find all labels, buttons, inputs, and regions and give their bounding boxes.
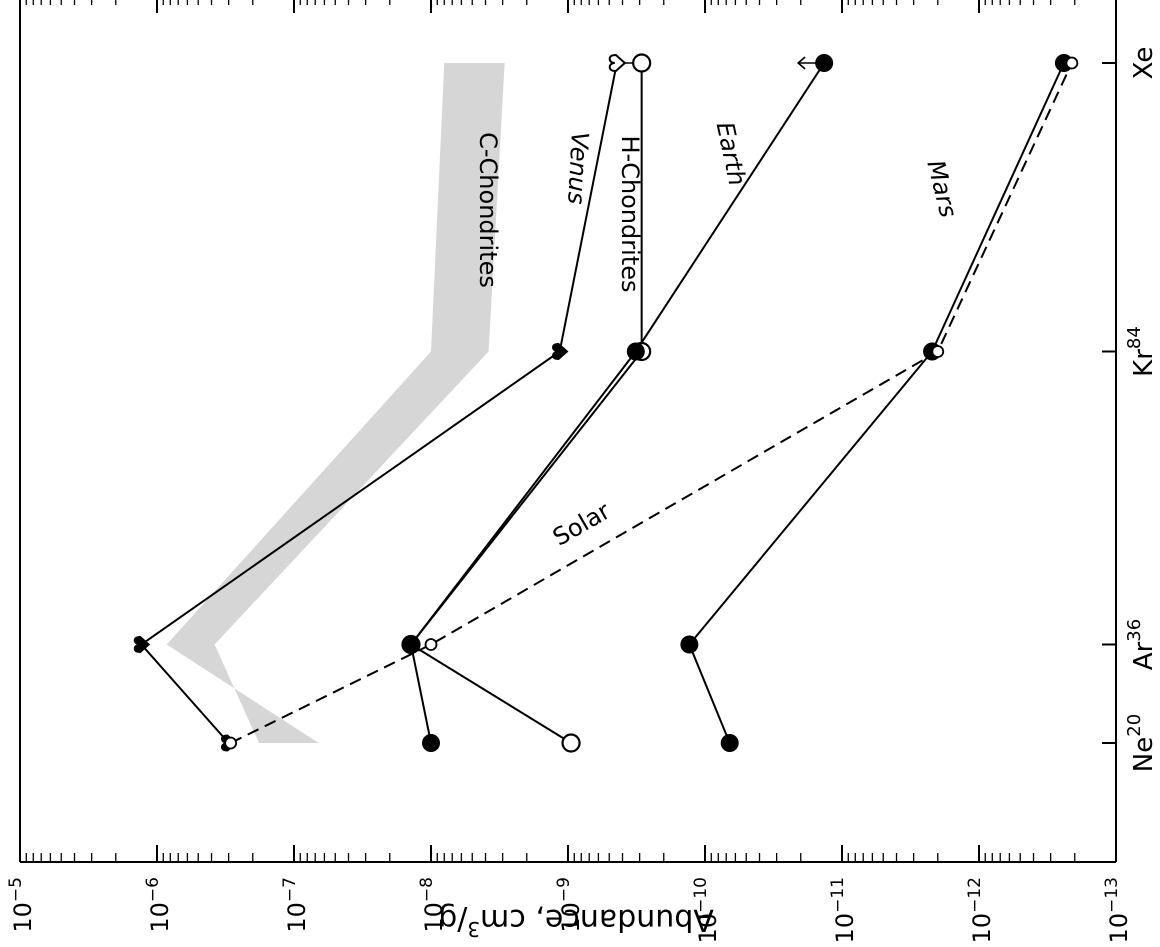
data-point <box>424 638 438 651</box>
upper-limit-arrowhead <box>796 56 806 70</box>
data-point <box>931 345 945 358</box>
y-tick-label: 10−7 <box>280 877 311 933</box>
series-label-earth: Earth <box>711 119 752 188</box>
data-point <box>224 736 238 750</box>
y-tick-label: 10−9 <box>554 877 585 933</box>
data-point <box>720 734 739 752</box>
category-label-ne: Ne20 <box>1124 714 1159 772</box>
series-line <box>409 62 825 744</box>
data-point <box>552 343 569 361</box>
y-tick-label: 10−13 <box>1102 877 1133 943</box>
band-layer <box>166 63 505 743</box>
series-earth <box>401 54 834 752</box>
series-line <box>139 62 618 744</box>
y-tick-label: 10−11 <box>828 877 859 943</box>
data-point <box>815 54 834 72</box>
series-h-chondrites <box>401 53 652 753</box>
data-point <box>133 635 151 653</box>
data-point <box>608 53 627 73</box>
series-layer <box>133 53 1079 753</box>
category-label-ar: Ar36 <box>1124 619 1159 670</box>
series-line <box>230 62 1073 744</box>
y-tick-label: 10−6 <box>143 877 174 933</box>
data-point <box>422 734 440 752</box>
data-point <box>401 635 420 654</box>
series-solar <box>224 56 1079 750</box>
data-point <box>632 53 652 73</box>
y-tick-label: 10−12 <box>965 877 996 943</box>
y-tick-label: 10−8 <box>417 877 448 933</box>
axes-layer: 10−5 10−6 10−7 10−8 10−9 10−10 10−11 10−12 10−13… <box>6 0 1159 943</box>
series-label-venus: Venus <box>562 131 594 205</box>
series-line <box>688 62 1065 744</box>
y-tick-label: 10−10 <box>691 877 722 943</box>
data-point <box>1065 56 1079 70</box>
data-point <box>626 342 645 361</box>
series-label-h-chondrites: H-Chondrites <box>616 135 644 292</box>
series-label-c-chondrites: C-Chondrites <box>474 132 502 288</box>
y-axis-title: Abundance, cm3/g <box>438 902 714 941</box>
category-label-xe: Xe <box>1129 47 1159 80</box>
data-point <box>561 733 581 753</box>
category-label-kr: Kr84 <box>1124 326 1159 377</box>
c-chondrites-band <box>166 63 505 743</box>
data-point <box>680 635 699 654</box>
series-label-mars: Mars <box>921 157 962 220</box>
labels-layer: C-Chondrites Venus H-Chondrites EarthMarsSo… <box>474 119 963 551</box>
series-line <box>409 63 643 744</box>
y-tick-label: 10−5 <box>6 877 37 933</box>
